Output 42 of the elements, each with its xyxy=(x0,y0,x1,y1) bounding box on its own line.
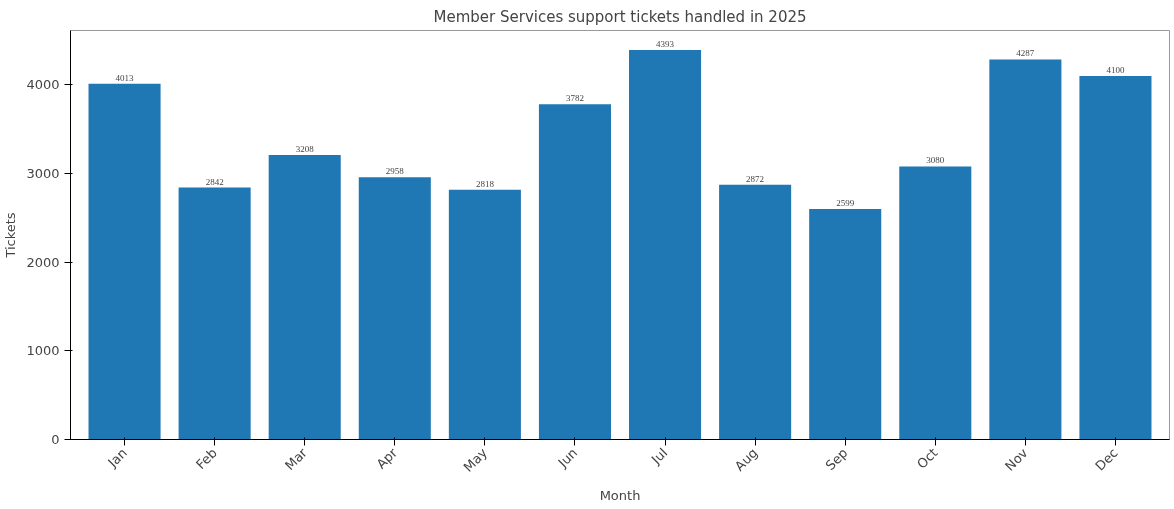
bar xyxy=(538,104,611,440)
x-tick-label: Jul xyxy=(647,445,671,468)
bar xyxy=(178,187,251,440)
x-tick-label: Oct xyxy=(914,445,941,472)
bar xyxy=(989,59,1062,440)
y-tick-label: 4000 xyxy=(26,77,60,93)
chart-title: Member Services support tickets handled in 2025 xyxy=(433,7,807,26)
data-label: 2599 xyxy=(836,198,855,209)
data-label: 2818 xyxy=(475,178,495,189)
y-tick-label: 2000 xyxy=(26,254,60,270)
x-tick-label: Apr xyxy=(373,444,401,472)
bar xyxy=(629,50,702,440)
x-axis-title: Month xyxy=(599,488,641,504)
data-label: 2872 xyxy=(746,173,765,184)
data-label: 2958 xyxy=(385,166,405,177)
data-label: 4287 xyxy=(1016,48,1035,59)
bar xyxy=(809,209,882,440)
y-tick-label: 3000 xyxy=(26,166,60,182)
data-label: 3782 xyxy=(565,93,584,104)
x-tick-label: Feb xyxy=(193,445,220,473)
bar xyxy=(448,189,521,440)
data-label: 4013 xyxy=(115,72,135,83)
x-tick-label: Sep xyxy=(822,445,851,474)
bar xyxy=(358,177,431,440)
data-label: 4393 xyxy=(656,39,675,50)
x-tick-label: Nov xyxy=(1002,444,1031,474)
data-label: 3208 xyxy=(295,144,315,155)
bar xyxy=(719,184,792,440)
data-label: 2842 xyxy=(205,176,224,187)
data-label: 4100 xyxy=(1106,64,1125,75)
bar xyxy=(1079,75,1152,440)
y-tick-label: 1000 xyxy=(26,343,60,359)
bar xyxy=(899,166,972,440)
y-axis-title: Tickets xyxy=(3,212,19,259)
data-label: 3080 xyxy=(926,155,945,166)
bar xyxy=(88,83,161,440)
y-tick-label: 0 xyxy=(51,432,60,447)
x-tick-label: Jan xyxy=(104,445,130,471)
x-tick-label: Mar xyxy=(282,444,311,474)
bar xyxy=(268,155,341,440)
x-tick-label: Jun xyxy=(554,445,581,471)
x-tick-label: Dec xyxy=(1092,445,1121,474)
